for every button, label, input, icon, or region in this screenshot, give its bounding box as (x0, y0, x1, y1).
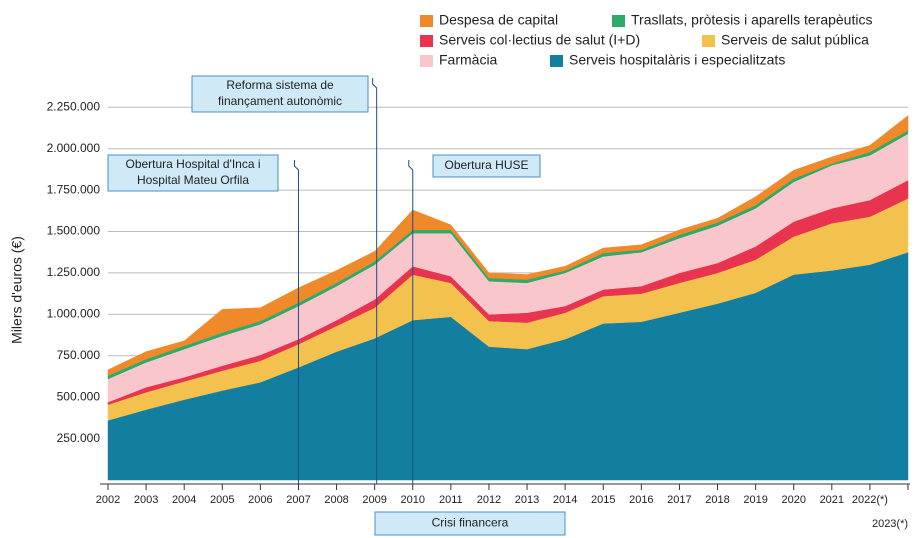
x-tick-label: 2003 (134, 494, 158, 506)
x-tick-label: 2004 (172, 494, 196, 506)
y-tick-label: 1.250.000 (47, 265, 101, 279)
annotation-text: Obertura HUSE (444, 158, 528, 172)
legend-label: Despesa de capital (439, 12, 558, 28)
y-tick-label: 500.000 (57, 389, 101, 403)
x-tick-label: 2012 (477, 494, 501, 506)
annotation-line (372, 78, 378, 484)
annotation-box (374, 511, 566, 536)
y-tick-label: 1.000.000 (47, 307, 101, 321)
annotation-line (408, 160, 414, 484)
x-tick-label: 2005 (210, 494, 234, 506)
x-tick-label: 2018 (705, 494, 729, 506)
x-tick-label: 2016 (629, 494, 653, 506)
x-tick-label: 2014 (553, 494, 577, 506)
legend-label: Farmàcia (439, 52, 498, 68)
annotation-text: Hospital Mateu Orfila (137, 173, 249, 187)
legend-label: Trasllats, pròtesis i aparells terapèuti… (631, 12, 872, 28)
annotation-line (293, 160, 299, 484)
x-tick-label: 2011 (439, 494, 463, 506)
y-tick-label: 1.500.000 (47, 224, 101, 238)
area (107, 115, 909, 377)
legend-swatch (420, 35, 433, 47)
legend-label: Serveis de salut pública (721, 32, 869, 48)
x-tick-label: 2007 (286, 494, 310, 506)
x-tick-label: 2017 (667, 494, 691, 506)
x-tick-label: 2006 (248, 494, 272, 506)
annotation-text: Reforma sistema de (226, 78, 334, 92)
legend-label: Serveis col·lectius de salut (I+D) (439, 32, 640, 48)
annotation-box (107, 154, 279, 192)
y-axis-label: Milers d'euros (€) (9, 236, 25, 344)
y-tick-label: 1.750.000 (47, 182, 101, 196)
x-tick-label: 2009 (362, 494, 386, 506)
x-tick-label: 2002 (96, 494, 120, 506)
annotation-box (432, 154, 541, 178)
legend-swatch (612, 15, 625, 27)
y-tick-label: 2.250.000 (47, 99, 101, 113)
x-tick-label: 2013 (515, 494, 539, 506)
legend-swatch (702, 35, 715, 47)
x-tick-label: 2022(*) (852, 494, 888, 506)
y-tick-label: 2.000.000 (47, 141, 101, 155)
x-tick-label: 2021 (820, 494, 844, 506)
annotation-text: Crisi financera (432, 516, 509, 530)
x-tick-label: 2008 (324, 494, 348, 506)
x-tick-label: 2023(*) (872, 518, 908, 530)
x-tick-label: 2010 (401, 494, 425, 506)
legend-label: Serveis hospitalàris i especialitzats (569, 52, 785, 68)
legend-swatch (420, 15, 433, 27)
legend-swatch (550, 55, 563, 67)
y-tick-label: 750.000 (57, 348, 101, 362)
x-tick-label: 2015 (591, 494, 615, 506)
x-tick-label: 2020 (781, 494, 805, 506)
annotation-text: finançament autonòmic (218, 94, 342, 108)
y-tick-label: 250.000 (57, 431, 101, 445)
annotation-box (191, 75, 369, 113)
annotation-text: Obertura Hospital d'Inca i (125, 157, 260, 171)
x-tick-label: 2019 (743, 494, 767, 506)
legend-swatch (420, 55, 433, 67)
